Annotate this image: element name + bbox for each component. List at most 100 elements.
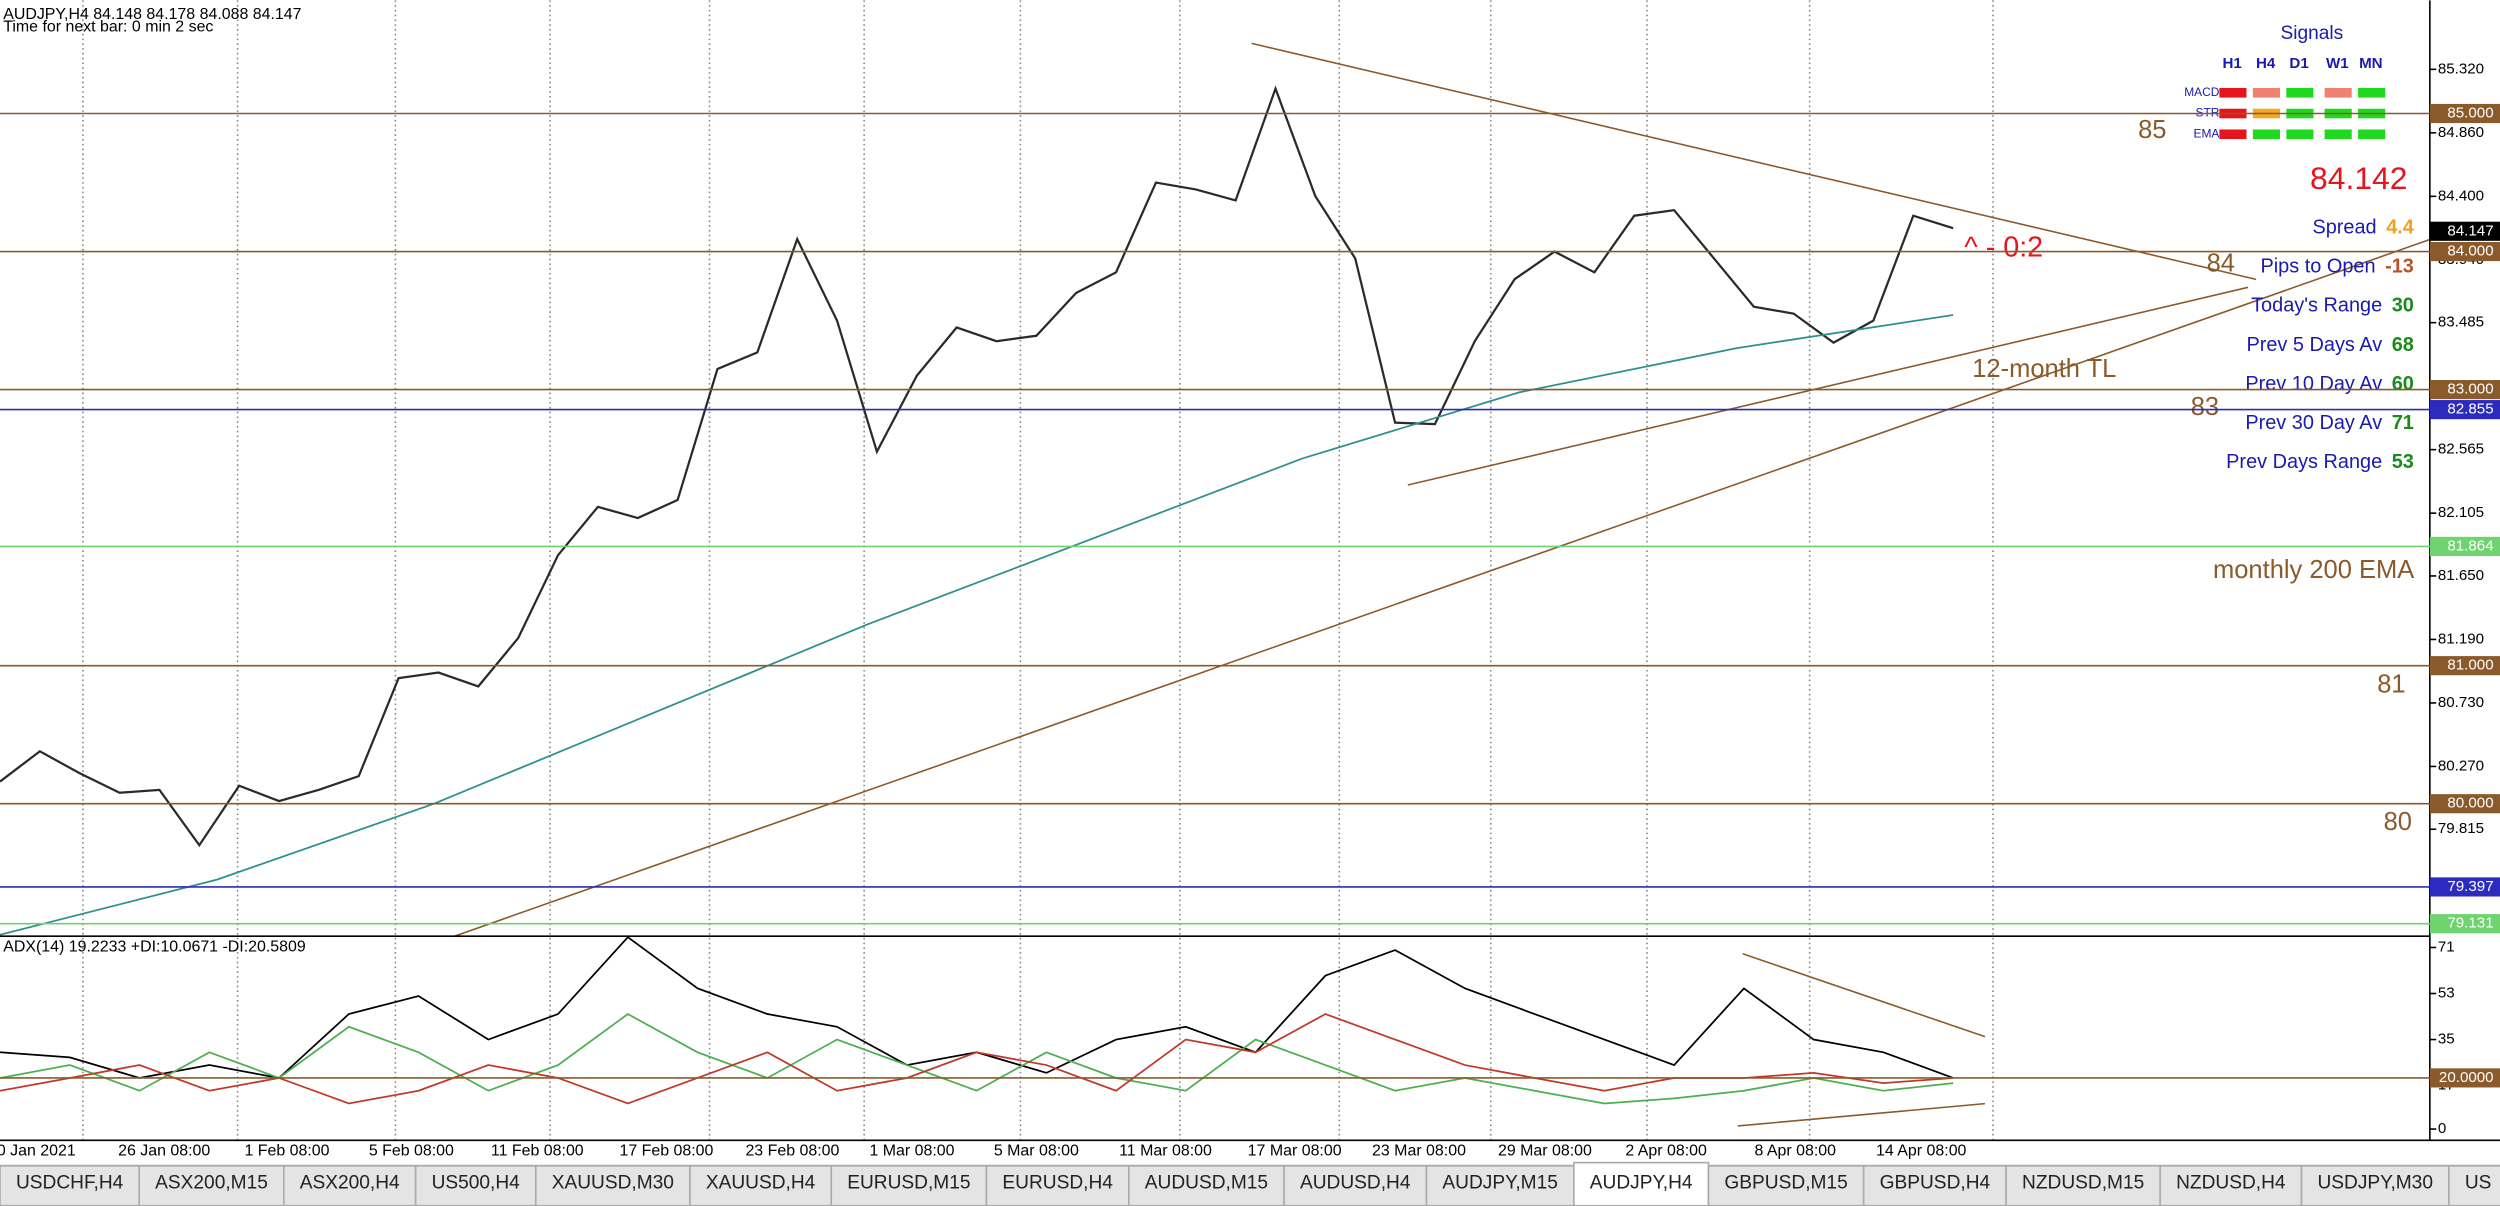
y-tick-label: 81.650 bbox=[2438, 567, 2484, 584]
level-label: 84.000 bbox=[2447, 243, 2493, 260]
tab-label: USDJPY,M30 bbox=[2317, 1172, 2433, 1193]
tab[interactable]: XAUUSD,H4 bbox=[689, 1165, 833, 1206]
tab-bg bbox=[985, 1165, 1130, 1206]
countdown: ^ - 0:2 bbox=[1964, 232, 2043, 264]
tab-bg bbox=[2005, 1165, 2161, 1206]
level-box bbox=[2429, 877, 2500, 897]
tab[interactable]: AUDJPY,M15 bbox=[1425, 1165, 1575, 1206]
y-tick-label: 84.860 bbox=[2438, 124, 2484, 141]
y-tick-label: 82.565 bbox=[2438, 441, 2484, 458]
price-label: 84.147 bbox=[2447, 222, 2493, 239]
tab[interactable]: ASX200,M15 bbox=[138, 1165, 285, 1206]
tab-bg bbox=[2159, 1165, 2303, 1206]
stat-label: Prev 10 Day Av bbox=[2245, 373, 2382, 395]
tab-bg bbox=[830, 1165, 988, 1206]
x-tick-label: 29 Mar 08:00 bbox=[1498, 1143, 1592, 1160]
tab-bg bbox=[2300, 1165, 2450, 1206]
tab-label: XAUUSD,H4 bbox=[706, 1172, 816, 1193]
tab-label: US500,H4 bbox=[432, 1172, 521, 1193]
signal-cell bbox=[2324, 88, 2352, 98]
tab[interactable]: NZDUSD,M15 bbox=[2005, 1165, 2161, 1206]
stats-panel: 84.142 4.4 Spread -13 Pips to Open 30 Today's… bbox=[2226, 160, 2414, 473]
stat-label: Spread bbox=[2312, 217, 2376, 239]
tab-label: AUDUSD,M15 bbox=[1145, 1172, 1268, 1193]
y-tick-label: 83.485 bbox=[2438, 314, 2484, 331]
annotations: 85 84 83 81 80 monthly 200 EMA 12-month … bbox=[1964, 116, 2414, 836]
level-label: 81.000 bbox=[2447, 657, 2493, 674]
tab[interactable]: US500,H4 bbox=[414, 1165, 537, 1206]
tab-bg bbox=[1707, 1165, 1865, 1206]
signals-title: Signals bbox=[2280, 23, 2343, 44]
signal-cell bbox=[2286, 88, 2314, 98]
tab[interactable]: AUDUSD,H4 bbox=[1283, 1165, 1428, 1206]
stat-value: 4.4 bbox=[2386, 217, 2414, 239]
level-label: 83.000 bbox=[2447, 381, 2493, 398]
tab[interactable]: EURUSD,H4 bbox=[985, 1165, 1130, 1206]
trend-lines bbox=[454, 42, 2431, 1127]
tab[interactable]: AUDJPY,H4 bbox=[1573, 1161, 1710, 1206]
adx-title: ADX(14) 19.2233 +DI:10.0671 -DI:20.5809 bbox=[3, 939, 306, 956]
level-note: 84 bbox=[2207, 250, 2235, 278]
x-tick-label: 17 Mar 08:00 bbox=[1248, 1143, 1342, 1160]
series-line bbox=[0, 85, 1954, 848]
y-tick-label: 82.105 bbox=[2438, 504, 2484, 521]
tab[interactable]: USDCHF,H4 bbox=[0, 1165, 141, 1206]
level-label: 79.397 bbox=[2447, 878, 2493, 895]
stat-label: Prev 30 Day Av bbox=[2245, 412, 2382, 434]
level-note: 83 bbox=[2191, 393, 2219, 421]
level-note: 81 bbox=[2377, 671, 2405, 699]
y-tick-label: 84.400 bbox=[2438, 187, 2484, 204]
level-label: 20.0000 bbox=[2439, 1069, 2494, 1086]
stat-label: Prev Days Range bbox=[2226, 451, 2382, 473]
stat-label: Today's Range bbox=[2251, 295, 2382, 317]
trendline-note: 12-month TL bbox=[1972, 355, 2116, 383]
tab-bg bbox=[2448, 1165, 2500, 1206]
tab[interactable]: AUDUSD,M15 bbox=[1128, 1165, 1285, 1206]
signal-cell bbox=[2286, 129, 2314, 140]
level-label: 79.131 bbox=[2447, 915, 2493, 932]
level-box bbox=[2429, 103, 2500, 124]
level-label: 81.864 bbox=[2447, 537, 2493, 554]
tab-label: AUDJPY,H4 bbox=[1590, 1172, 1693, 1193]
tab[interactable]: NZDUSD,H4 bbox=[2159, 1165, 2303, 1206]
price-box bbox=[2429, 221, 2500, 241]
signal-column: H4 bbox=[2256, 55, 2276, 72]
stat-label: Prev 5 Days Av bbox=[2246, 334, 2382, 356]
level-box bbox=[2429, 914, 2500, 934]
trend-line bbox=[1407, 286, 2249, 486]
level-box bbox=[2429, 536, 2500, 556]
tab[interactable]: GBPUSD,H4 bbox=[1862, 1165, 2007, 1206]
tab[interactable]: XAUUSD,M30 bbox=[534, 1165, 691, 1206]
tab-label: AUDUSD,H4 bbox=[1300, 1172, 1411, 1193]
tab-label: US bbox=[2465, 1172, 2492, 1193]
tab-bg bbox=[1573, 1161, 1710, 1206]
x-tick-label: 11 Mar 08:00 bbox=[1119, 1143, 1212, 1160]
stat-value: 53 bbox=[2392, 451, 2414, 473]
stat-label: Pips to Open bbox=[2260, 256, 2375, 278]
tab[interactable]: USDJPY,M30 bbox=[2300, 1165, 2450, 1206]
tab[interactable]: US bbox=[2448, 1165, 2500, 1206]
y-tick-label: 53 bbox=[2438, 985, 2455, 1002]
series-line bbox=[0, 314, 1954, 936]
y-tick-label: 79.815 bbox=[2438, 820, 2484, 837]
tab[interactable]: GBPUSD,M15 bbox=[1707, 1165, 1865, 1206]
signal-row: MACD bbox=[2184, 85, 2220, 99]
x-tick-label: 1 Feb 08:00 bbox=[244, 1143, 329, 1160]
level-note: 85 bbox=[2138, 116, 2166, 144]
level-box bbox=[2429, 1068, 2500, 1088]
tab[interactable]: ASX200,H4 bbox=[283, 1165, 417, 1206]
x-tick-label: 1 Mar 08:00 bbox=[869, 1143, 954, 1160]
tab[interactable]: EURUSD,M15 bbox=[830, 1165, 988, 1206]
level-box bbox=[2429, 794, 2500, 814]
level-box bbox=[2429, 380, 2500, 400]
level-label: 85.000 bbox=[2447, 105, 2493, 122]
tab-label: GBPUSD,M15 bbox=[1724, 1172, 1847, 1193]
signal-cell bbox=[2324, 129, 2352, 140]
signal-cell bbox=[2358, 88, 2386, 98]
tab-bg bbox=[689, 1165, 833, 1206]
x-tick-label: 23 Mar 08:00 bbox=[1372, 1143, 1466, 1160]
tab-label: NZDUSD,H4 bbox=[2176, 1172, 2286, 1193]
y-tick-label: 81.190 bbox=[2438, 630, 2484, 647]
x-tick-label: 14 Apr 08:00 bbox=[1876, 1143, 1967, 1160]
x-tick-label: 20 Jan 2021 bbox=[0, 1143, 76, 1160]
